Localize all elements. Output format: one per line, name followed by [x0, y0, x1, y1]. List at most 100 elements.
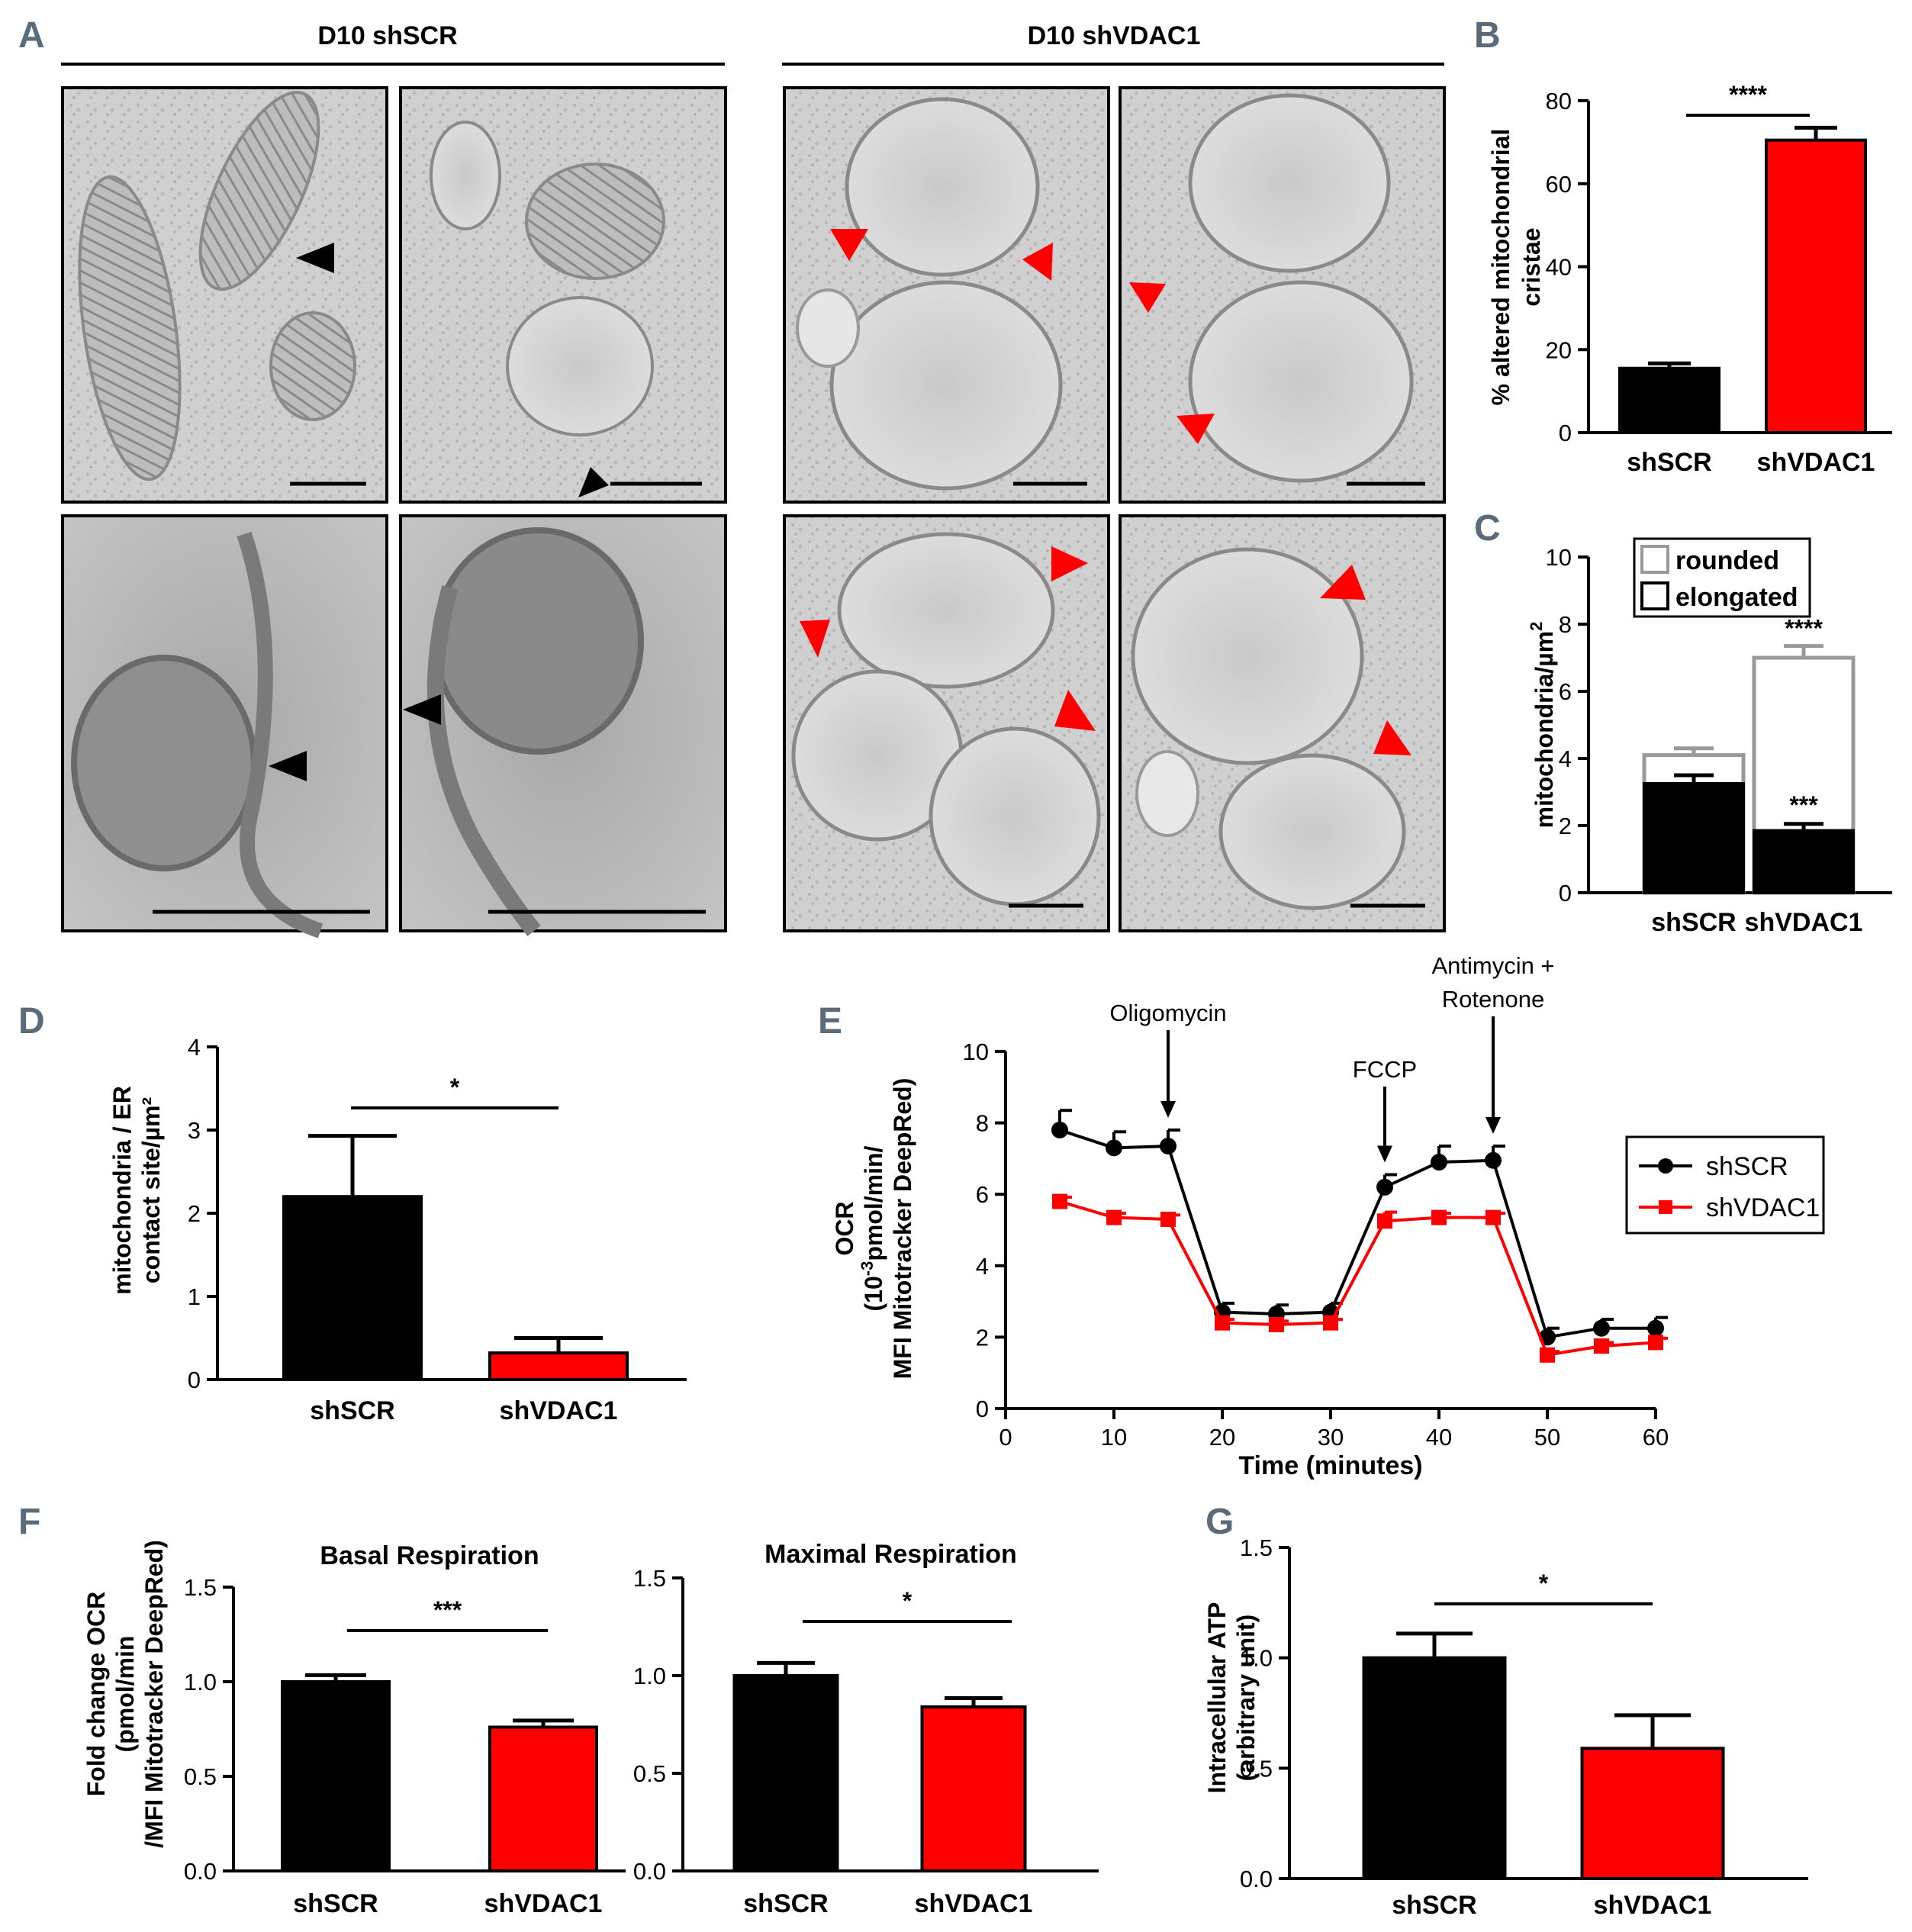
panel-letter-c: C — [1474, 508, 1501, 549]
y-tick-label: 20 — [1546, 336, 1572, 363]
micrograph-shvdac1-1 — [783, 86, 1110, 504]
data-point-shvdac1 — [1594, 1338, 1609, 1354]
y-tick-label: 80 — [1546, 88, 1572, 114]
y-tick-label: 0.0 — [633, 1858, 666, 1885]
bar-shscr — [282, 1195, 423, 1381]
y-tick-label: 8 — [976, 1110, 989, 1137]
annotation-label: Rotenone — [1442, 986, 1544, 1013]
y-tick-label: 1 — [188, 1283, 201, 1310]
chart-f-basal: 0.0 0.5 1.0 1.5 shSCR shVDAC1 *** Basal Respira… — [82, 1540, 626, 1918]
x-tick-label: 50 — [1534, 1424, 1560, 1451]
y-tick-label: 8 — [1559, 611, 1572, 638]
bar-shvdac1 — [488, 1351, 629, 1381]
arrowhead-black — [296, 243, 334, 273]
data-point-shscr — [1376, 1178, 1393, 1196]
data-point-shvdac1 — [1269, 1317, 1284, 1333]
y-tick-label: 10 — [1546, 544, 1572, 571]
x-tick-label: 20 — [1209, 1424, 1235, 1451]
data-point-shvdac1 — [1431, 1209, 1447, 1225]
y-tick-label: 0 — [976, 1396, 989, 1422]
data-point-shvdac1 — [1486, 1209, 1501, 1225]
y-tick-label: 0 — [1559, 880, 1572, 906]
y-axis-label: Fold change OCR — [82, 1592, 110, 1796]
arrowhead-red — [1373, 720, 1411, 755]
annotation-label: Oligomycin — [1109, 1000, 1226, 1026]
group-label-shvdac1: D10 shVDAC1 — [1028, 21, 1201, 50]
y-axis-label-part: (10 — [860, 1276, 887, 1311]
data-point-shscr — [1160, 1138, 1176, 1155]
chart-e: 0 2 4 6 8 10 0 10 20 30 40 50 60 Time (minutes) OCR(10… — [831, 952, 1825, 1480]
significance-marker: * — [1539, 1570, 1549, 1597]
data-point-shvdac1 — [1323, 1315, 1338, 1331]
y-tick-label: 4 — [188, 1034, 201, 1061]
y-axis-label-line1: OCR — [831, 1201, 858, 1255]
data-point-shvdac1 — [1160, 1211, 1176, 1227]
x-category-label: shVDAC1 — [1757, 448, 1875, 477]
x-tick-label: 40 — [1426, 1424, 1452, 1451]
y-tick-label: 2 — [976, 1324, 989, 1351]
x-tick-label: 60 — [1643, 1424, 1669, 1451]
bar-shvdac1 — [920, 1705, 1027, 1872]
x-category-label: shVDAC1 — [500, 1396, 618, 1425]
bar-shvdac1 — [1580, 1747, 1725, 1880]
micrograph-shvdac1-4 — [1119, 514, 1446, 932]
data-point-shvdac1 — [1648, 1335, 1663, 1351]
legend-box — [1633, 537, 1811, 618]
x-category-label: shSCR — [310, 1396, 394, 1425]
annotation-arrowhead — [1160, 1100, 1176, 1118]
x-category-label: shSCR — [1651, 908, 1736, 937]
chart-title: Basal Respiration — [320, 1541, 539, 1570]
panel-letter-g: G — [1205, 1502, 1234, 1542]
y-tick-label: 0.5 — [184, 1763, 217, 1790]
data-point-shscr — [1647, 1319, 1664, 1337]
y-tick-label: 1.5 — [633, 1565, 666, 1592]
y-tick-label: 0.0 — [184, 1858, 217, 1885]
y-tick-label: 0 — [1559, 420, 1572, 446]
micrograph-shscr-2 — [399, 86, 727, 504]
y-axis-label: (pmol/min — [111, 1636, 139, 1753]
legend-marker-shvdac1 — [1659, 1200, 1672, 1214]
legend-swatch-elongated — [1640, 581, 1669, 610]
y-tick-label: 10 — [963, 1038, 989, 1065]
bar-shvdac1 — [1765, 138, 1867, 434]
data-point-shscr — [1051, 1121, 1068, 1138]
y-axis-label-text: mitochondria/µm — [1531, 631, 1558, 828]
micrograph-shvdac1-3 — [783, 514, 1110, 932]
panel-letter-d: D — [18, 1001, 45, 1042]
y-axis-label-part: -3 — [858, 1261, 877, 1277]
x-tick-label: 30 — [1318, 1424, 1344, 1451]
annotation-arrowhead — [1377, 1145, 1392, 1163]
significance-marker: * — [450, 1074, 460, 1101]
data-point-shvdac1 — [1215, 1315, 1230, 1331]
bar-shscr — [1362, 1656, 1507, 1881]
y-axis-label-line3: MFI Mitotracker DeepRed) — [889, 1078, 916, 1380]
y-axis-label-line1: % altered mitochondrial — [1487, 129, 1514, 406]
y-axis-label-line2: (10-3pmol/min/ — [858, 1145, 887, 1311]
y-axis-label: Intracellular ATP — [1203, 1602, 1231, 1794]
y-tick-label: 6 — [976, 1181, 989, 1208]
data-point-shscr — [1593, 1319, 1610, 1337]
y-tick-label: 2 — [188, 1200, 201, 1227]
y-axis-label-part: pmol/min/ — [860, 1145, 887, 1261]
arrowhead-red — [1022, 243, 1053, 281]
significance-marker: * — [903, 1587, 913, 1615]
panel-letter-a: A — [18, 15, 45, 56]
arrowhead-black — [578, 467, 609, 497]
y-axis-label: mitochondria/µm2 — [1527, 622, 1558, 829]
y-axis-label: (arbitrary unit) — [1232, 1615, 1260, 1782]
arrowhead-black — [403, 694, 441, 725]
significance-marker: **** — [1729, 81, 1767, 108]
bar-elongated-shscr — [1643, 782, 1745, 894]
y-axis-label: contact site/µm² — [137, 1097, 165, 1283]
y-tick-label: 60 — [1546, 171, 1572, 198]
legend-label-shscr: shSCR — [1706, 1152, 1788, 1181]
y-tick-label: 1.5 — [1240, 1534, 1273, 1561]
significance-marker: *** — [1789, 791, 1818, 819]
chart-b: 0 20 40 60 80 shSCR shVDAC1 **** % altered mitoc… — [1487, 81, 1892, 477]
y-axis-label: mitochondria / ER — [108, 1086, 136, 1295]
x-tick-label: 0 — [999, 1424, 1012, 1451]
significance-marker: **** — [1785, 615, 1823, 642]
micrograph-shvdac1-2 — [1119, 86, 1446, 504]
